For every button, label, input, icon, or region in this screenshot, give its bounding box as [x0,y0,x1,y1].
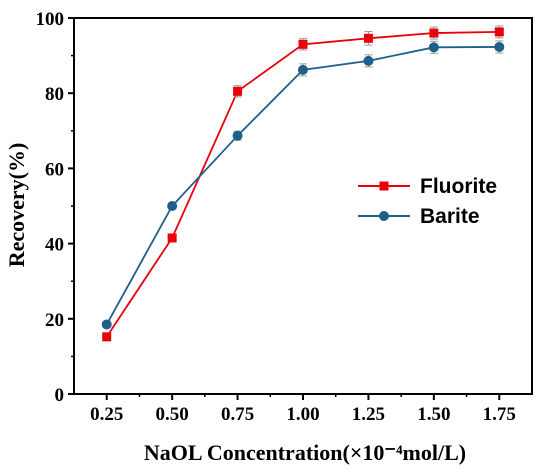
legend-label: Barite [420,205,480,228]
legend-marker [379,181,389,191]
data-point [494,41,505,52]
x-tick-label: 1.75 [483,404,516,425]
axes: 0 20 40 60 80 100 0.25 0.50 0.75 1.00 1.25 1.50 1.75 [36,9,533,425]
legend-marker [379,211,389,221]
x-tick-label: 0.50 [156,404,189,425]
data-point [298,39,308,49]
data-point [298,64,308,75]
data-point [233,86,243,96]
data-point [494,27,504,37]
data-point [167,201,178,211]
x-axis-title: NaOL Concentration(×10⁻⁴mol/L) [144,440,466,465]
x-tick-label: 1.00 [286,404,319,425]
x-tick-label: 0.75 [221,404,254,425]
data-point [101,319,112,330]
series-barite [101,40,505,330]
x-tick-label: 1.25 [352,404,385,425]
data-point [428,42,439,53]
y-tick-label: 80 [45,84,64,105]
data-point [102,332,112,342]
legend: Fluorite Barite [358,175,497,228]
data-point [167,233,177,243]
x-tick-label: 0.25 [90,404,123,425]
y-tick-label: 100 [36,9,65,30]
legend-label: Fluorite [420,175,497,198]
x-tick-label: 1.50 [417,404,450,425]
y-tick-label: 40 [45,235,64,256]
data-point [429,28,439,38]
series-fluorite [102,25,504,342]
y-axis-title: Recovery(%) [4,143,29,268]
data-point [232,130,243,141]
y-tick-label: 60 [45,159,64,180]
y-tick-label: 0 [55,385,65,406]
data-point [363,33,373,43]
y-tick-label: 20 [45,310,64,331]
data-point [363,55,374,66]
series-layer [101,25,505,342]
